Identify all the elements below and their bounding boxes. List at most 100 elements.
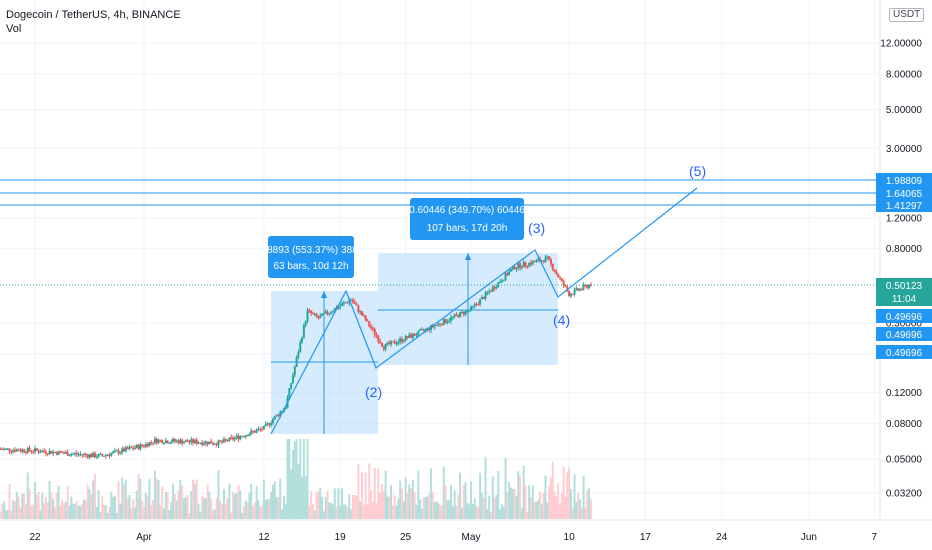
candle-body — [17, 449, 20, 451]
volume-bar — [275, 497, 278, 519]
candle-body — [106, 454, 109, 456]
candle-body — [488, 291, 491, 293]
currency-unit-box[interactable]: USDT — [889, 8, 925, 22]
candle-body — [560, 278, 563, 281]
candle-body — [255, 430, 258, 433]
candle-body — [232, 437, 235, 440]
volume-bar — [359, 501, 362, 519]
candle-body — [108, 454, 111, 456]
candle-body — [291, 375, 294, 384]
measure-1-line1: 0.38893 (553.37%) 38893 — [253, 245, 369, 256]
volume-bar — [428, 493, 431, 519]
candle-body — [299, 342, 302, 353]
volume-bar — [70, 496, 73, 519]
candle-body — [75, 453, 78, 455]
volume-bar — [293, 441, 296, 519]
volume-bar — [450, 484, 453, 519]
volume-indicator-label[interactable]: Vol — [6, 23, 22, 35]
volume-bar — [8, 483, 11, 519]
volume-bar — [88, 488, 91, 519]
volume-bar — [451, 506, 454, 519]
volume-bar — [564, 496, 567, 519]
candle-body — [37, 450, 40, 453]
volume-bar — [457, 494, 460, 519]
volume-bar — [23, 493, 26, 519]
volume-bar — [399, 480, 402, 519]
volume-bar — [549, 477, 552, 519]
volume-bar — [506, 491, 509, 519]
volume-bar — [279, 478, 282, 519]
candle-body — [208, 441, 211, 445]
candle-body — [522, 262, 525, 268]
candle-body — [284, 407, 287, 409]
volume-bar — [537, 499, 540, 519]
candle-body — [509, 269, 512, 272]
volume-bar — [344, 504, 347, 519]
wave-count-line[interactable] — [270, 187, 698, 435]
candle-body — [244, 435, 247, 437]
candle-body — [135, 445, 138, 448]
countdown-text: 11:04 — [892, 294, 917, 305]
measure-label-1[interactable]: 0.38893 (553.37%) 38893 63 bars, 10d 12h — [253, 236, 369, 278]
volume-bar — [197, 503, 200, 519]
volume-bar — [577, 492, 580, 519]
volume-bar — [264, 500, 267, 519]
volume-bar — [464, 482, 467, 519]
volume-bar — [397, 499, 400, 519]
volume-bar — [128, 494, 131, 519]
volume-bar — [337, 488, 340, 519]
volume-bar — [262, 479, 265, 519]
candle-body — [204, 441, 207, 444]
candle-body — [371, 328, 374, 330]
measure-2-line1: 0.60446 (349.70%) 60446 — [409, 205, 525, 216]
volume-bar — [117, 480, 120, 519]
level-tag-3-text: 1.41297 — [886, 201, 923, 212]
volume-bar — [84, 500, 87, 519]
symbol-title[interactable]: Dogecoin / TetherUS, 4h, BINANCE — [6, 9, 181, 21]
candle-body — [4, 448, 7, 450]
candle-body — [415, 335, 418, 337]
candle-body — [346, 302, 349, 304]
measure-box-2[interactable] — [378, 253, 558, 365]
volume-bar — [4, 510, 7, 519]
volume-bar — [568, 467, 571, 519]
volume-bar — [513, 488, 516, 519]
candle-body — [442, 319, 445, 326]
candle-body — [479, 299, 482, 305]
candle-body — [411, 333, 414, 338]
candle-body — [324, 311, 327, 314]
price-tick-label: 1.20000 — [886, 213, 923, 224]
volume-bar — [175, 500, 178, 519]
measure-2-line2: 107 bars, 17d 20h — [427, 223, 508, 234]
candle-body — [535, 260, 538, 262]
candle-body — [297, 352, 300, 358]
measure-box-1[interactable] — [271, 291, 378, 434]
volume-bar — [499, 509, 502, 519]
volume-bar — [97, 490, 100, 519]
volume-bar — [14, 501, 17, 519]
candle-body — [404, 336, 407, 341]
candle-body — [531, 261, 534, 265]
volume-bar — [319, 488, 322, 519]
price-tick-label: 5.00000 — [886, 105, 923, 116]
candle-body — [500, 281, 503, 283]
time-tick-label: 19 — [335, 532, 347, 543]
volume-bar — [310, 491, 313, 519]
volume-bar — [277, 497, 280, 519]
volume-bar — [113, 495, 116, 519]
time-tick-label: 22 — [29, 532, 41, 543]
volume-bar — [382, 491, 385, 519]
volume-bar — [299, 439, 302, 519]
candle-body — [464, 310, 467, 315]
volume-bar — [493, 497, 496, 519]
measure-label-2[interactable]: 0.60446 (349.70%) 60446 107 bars, 17d 20… — [409, 198, 525, 240]
candle-body — [462, 311, 465, 315]
candle-body — [315, 313, 318, 317]
volume-bar — [371, 502, 374, 519]
volume-bar — [355, 495, 358, 519]
wave-label-5: (5) — [689, 163, 706, 179]
volume-bar — [232, 491, 235, 519]
time-axis[interactable]: 22 Apr 12 19 25 May 10 17 24 Jun 7 — [0, 519, 932, 550]
price-axis[interactable]: 12.00000 8.00000 5.00000 3.00000 1.20000 0.80… — [876, 0, 932, 520]
